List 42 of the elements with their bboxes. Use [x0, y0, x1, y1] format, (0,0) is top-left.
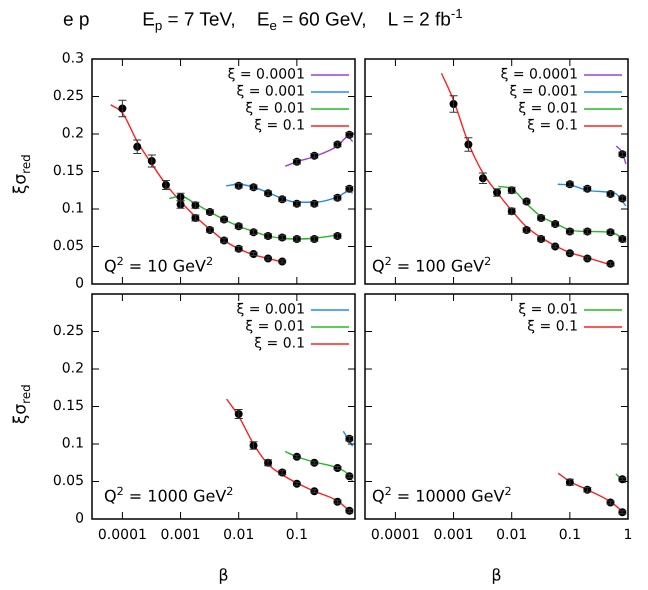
legend-label: ξ = 0.001: [236, 302, 305, 318]
legend-label: ξ = 0.1: [254, 336, 305, 352]
legend-label: ξ = 0.0001: [228, 66, 305, 83]
legend-label: ξ = 0.1: [254, 118, 305, 134]
x-tick-label: 0.1: [286, 527, 308, 544]
x-tick-label: 0.0001: [370, 527, 420, 544]
annotation: Q$^{2}$ = 1000 GeV$^{2}$: [104, 485, 234, 506]
chart-title: e p E$_{p}$ = 7 TeV, E$_{e}$ = 60 GeV, L = 2 fb$^{-1}$: [63, 6, 463, 34]
y-tick-label: 0.05: [52, 238, 84, 254]
legend-label: ξ = 0.01: [518, 302, 578, 318]
legend-label: ξ = 0.001: [509, 84, 578, 100]
annotation: Q$^{2}$ = 10000 GeV$^{2}$: [372, 485, 512, 506]
legend-label: ξ = 0.01: [245, 318, 305, 335]
y-tick-label: 0.05: [52, 473, 84, 490]
annotation: Q$^{2}$ = 100 GeV$^{2}$: [372, 255, 492, 276]
legend-label: ξ = 0.1: [527, 118, 578, 134]
x-axis-title: β: [218, 566, 229, 585]
y-tick-label: 0.3: [62, 50, 84, 67]
y-tick-label: 0.15: [52, 398, 84, 414]
y-tick-label: 0.2: [62, 126, 84, 142]
x-tick-label: 0.01: [223, 527, 254, 544]
x-tick-label: 0.0001: [98, 527, 147, 544]
x-axis-title: β: [491, 566, 502, 585]
legend-label: ξ = 0.0001: [500, 66, 578, 83]
x-tick-label: 0.01: [496, 527, 528, 544]
legend-label: ξ = 0.01: [518, 100, 578, 117]
annotation: Q$^{2}$ = 10 GeV$^{2}$: [104, 255, 214, 276]
y-tick-label: 0.15: [52, 163, 84, 180]
y-tick-label: 0.1: [62, 200, 84, 217]
y-tick-label: 0.1: [62, 436, 84, 452]
y-tick-label: 0.25: [52, 88, 84, 104]
y-tick-label: 0.2: [62, 360, 84, 377]
legend-label: ξ = 0.001: [236, 84, 305, 100]
x-tick-label: 0.1: [558, 527, 581, 544]
legend-label: ξ = 0.01: [245, 100, 305, 117]
y-tick-label: 0: [75, 276, 84, 292]
x-tick-label: 0.001: [160, 527, 201, 544]
y-tick-label: 0: [75, 510, 84, 527]
x-tick-label: 0.001: [434, 527, 474, 544]
legend-label: ξ = 0.1: [527, 318, 578, 335]
y-tick-label: 0.25: [52, 323, 84, 340]
x-tick-label: 1: [624, 527, 632, 544]
